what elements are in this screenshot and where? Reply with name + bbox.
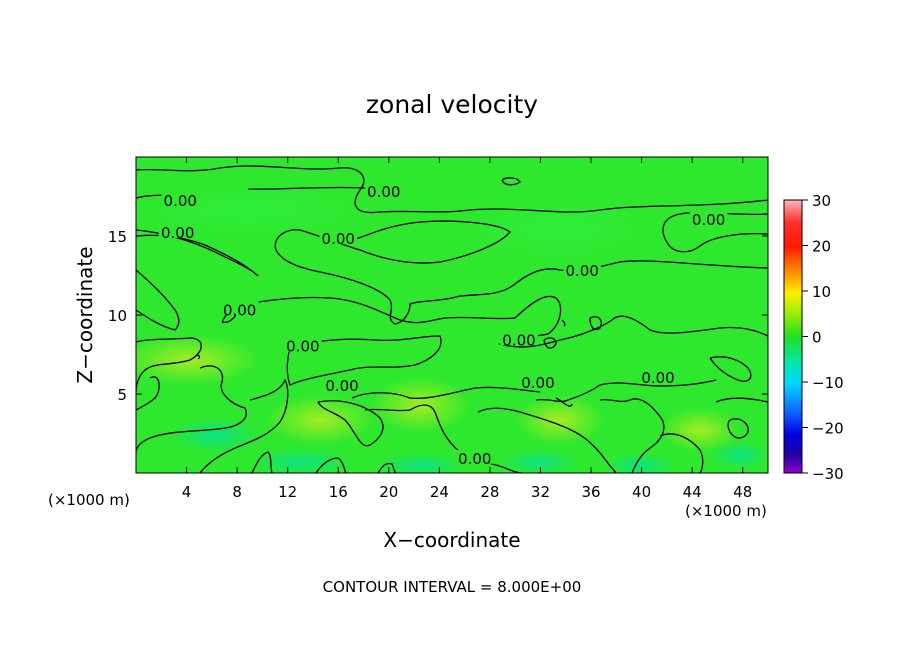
contour-label-bg bbox=[364, 182, 403, 197]
contour-line bbox=[247, 186, 366, 190]
contour-interval-note: CONTOUR INTERVAL = 8.000E+00 bbox=[323, 578, 582, 596]
contour-line bbox=[599, 398, 665, 473]
contour-line bbox=[317, 400, 384, 447]
x-axis-label: X−coordinate bbox=[383, 528, 520, 552]
field-shading bbox=[136, 185, 768, 473]
x-tick-label: 12 bbox=[278, 483, 297, 501]
contour-line bbox=[561, 319, 566, 327]
x-tick-label: 32 bbox=[531, 483, 550, 501]
colorbar-tick-label: 10 bbox=[812, 283, 831, 301]
contour-label: 0.00 bbox=[521, 374, 554, 392]
x-tick-label: 44 bbox=[683, 483, 702, 501]
contour-labels: 0.00 0.00 0.00 0.00 0.00 0.00 0.00 0.00 0.00 0.00… bbox=[158, 182, 728, 468]
contour-label-bg bbox=[499, 331, 538, 346]
contour-line bbox=[136, 229, 259, 277]
colorbar-tick-label: −10 bbox=[812, 374, 844, 392]
contour-label: 0.00 bbox=[641, 369, 674, 387]
contour-line bbox=[501, 177, 521, 186]
contour-line bbox=[589, 316, 602, 331]
x-tick-label: 16 bbox=[329, 483, 348, 501]
contour-line bbox=[543, 337, 557, 349]
contour-line bbox=[715, 397, 768, 403]
contour-label-bg bbox=[563, 261, 602, 276]
colorbar-ticks: 30 20 10 0 −10 −20 −30 bbox=[802, 192, 844, 483]
zero-contours bbox=[136, 165, 768, 473]
contour-label-bg bbox=[283, 337, 322, 352]
y-tick-label: 5 bbox=[117, 386, 127, 404]
contour-line bbox=[199, 378, 289, 473]
contour-line bbox=[555, 397, 573, 407]
x-tick-label: 36 bbox=[581, 483, 600, 501]
contour-label-bg bbox=[319, 230, 358, 245]
contour-line bbox=[136, 165, 768, 214]
y-tick-label: 15 bbox=[108, 228, 127, 246]
contour-line bbox=[274, 220, 768, 325]
contour-label: 0.00 bbox=[367, 183, 400, 201]
contour-line bbox=[136, 365, 247, 453]
contour-line bbox=[351, 386, 541, 399]
x-axis-ticks: 4 8 12 16 20 24 28 32 36 40 44 48 bbox=[182, 157, 752, 501]
colorbar-tick-label: 30 bbox=[812, 192, 831, 210]
plot-area: 0.00 0.00 0.00 0.00 0.00 0.00 0.00 0.00 0.00 0.00… bbox=[108, 156, 769, 501]
colorbar-tick-label: −20 bbox=[812, 420, 844, 438]
contour-line bbox=[377, 462, 397, 473]
contour-line bbox=[659, 433, 704, 473]
x-tick-label: 4 bbox=[182, 483, 192, 501]
contour-label: 0.00 bbox=[322, 230, 355, 248]
contour-line bbox=[195, 354, 201, 360]
contour-label: 0.00 bbox=[692, 211, 725, 229]
x-tick-label: 20 bbox=[379, 483, 398, 501]
x-tick-label: 28 bbox=[480, 483, 499, 501]
contour-label-bg bbox=[455, 449, 494, 464]
contour-label-bg bbox=[220, 301, 259, 316]
contour-label: 0.00 bbox=[161, 224, 194, 242]
contour-label-bg bbox=[158, 223, 197, 238]
x-unit-right: (×1000 m) bbox=[685, 502, 767, 520]
contour-line bbox=[315, 457, 347, 473]
y-axis-label: Z−coordinate bbox=[73, 246, 97, 383]
y-tick-label: 10 bbox=[108, 307, 127, 325]
colorbar-scale bbox=[783, 199, 803, 474]
contour-label: 0.00 bbox=[164, 192, 197, 210]
contour-line bbox=[286, 335, 442, 386]
contour-line bbox=[709, 356, 752, 382]
contour-line bbox=[251, 451, 273, 473]
contour-label-bg bbox=[323, 377, 362, 392]
x-unit-left: (×1000 m) bbox=[48, 491, 130, 509]
contour-label-bg bbox=[518, 373, 557, 388]
contour-line bbox=[136, 337, 202, 393]
contour-label-bg bbox=[639, 369, 678, 384]
colorbar: 30 20 10 0 −10 −20 −30 bbox=[783, 192, 844, 483]
contour-label: 0.00 bbox=[502, 331, 535, 349]
contour-label: 0.00 bbox=[223, 301, 256, 319]
contour-label: 0.00 bbox=[458, 450, 491, 468]
y-axis-ticks: 5 10 15 bbox=[108, 228, 768, 404]
colorbar-tick-label: −30 bbox=[812, 465, 844, 483]
contour-line bbox=[364, 404, 523, 473]
contour-line bbox=[136, 376, 160, 411]
chart-title: zonal velocity bbox=[366, 90, 538, 119]
contour-line bbox=[477, 407, 617, 473]
x-tick-label: 24 bbox=[430, 483, 449, 501]
contour-line bbox=[136, 269, 180, 331]
x-tick-label: 8 bbox=[232, 483, 242, 501]
colorbar-tick-label: 20 bbox=[812, 238, 831, 256]
contour-label: 0.00 bbox=[325, 377, 358, 395]
contour-label-bg bbox=[161, 192, 200, 207]
contour-label: 0.00 bbox=[565, 262, 598, 280]
contour-line bbox=[244, 295, 768, 348]
contour-label: 0.00 bbox=[286, 338, 319, 356]
x-tick-label: 40 bbox=[632, 483, 651, 501]
colorbar-tick-label: 0 bbox=[812, 329, 822, 347]
contour-label-bg bbox=[689, 211, 728, 226]
x-tick-label: 48 bbox=[733, 483, 752, 501]
contour-line bbox=[727, 418, 749, 439]
